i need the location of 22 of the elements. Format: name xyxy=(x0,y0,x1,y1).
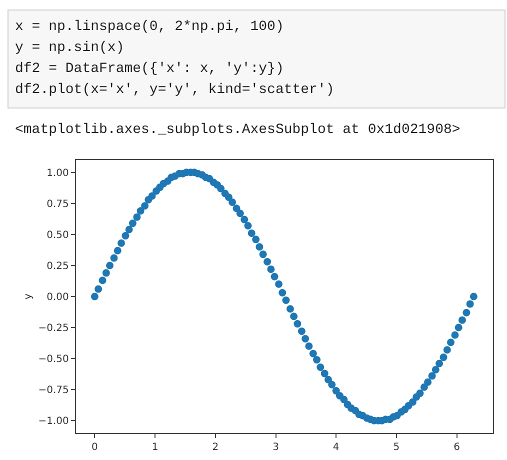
y-tick-label: 0.25 xyxy=(46,260,69,272)
y-tick-label: 0.75 xyxy=(46,198,69,210)
y-tick-label: −0.50 xyxy=(38,354,69,366)
x-tick-label: 4 xyxy=(332,442,340,454)
x-tick-label: 1 xyxy=(152,442,158,454)
y-tick-label: 0.00 xyxy=(46,292,69,303)
x-tick-label: 5 xyxy=(393,442,400,454)
y-axis-title: y xyxy=(23,293,34,300)
text: y = np.sin(x) xyxy=(15,40,124,56)
y-tick-label: −0.25 xyxy=(38,323,69,334)
text: df2.plot(x='x', y='y', kind='scatter') xyxy=(15,82,334,98)
y-tick-label: 0.50 xyxy=(46,230,69,241)
x-tick-label: 2 xyxy=(212,442,219,454)
text: x = np.linspace(0, 2*np.pi, 100) xyxy=(15,19,284,35)
y-tick-label: 1.00 xyxy=(46,168,69,179)
y-tick-label: −1.00 xyxy=(38,416,69,428)
x-tick-label: 0 xyxy=(92,442,98,454)
x-tick-label: 3 xyxy=(272,442,279,454)
y-tick-label: −0.75 xyxy=(38,385,69,396)
x-tick-label: 6 xyxy=(454,442,460,454)
text: df2 = DataFrame({'x': x, 'y':y}) xyxy=(15,61,284,77)
text: <matplotlib.axes._subplots.AxesSubplot at 0x1d021908> xyxy=(15,122,460,138)
